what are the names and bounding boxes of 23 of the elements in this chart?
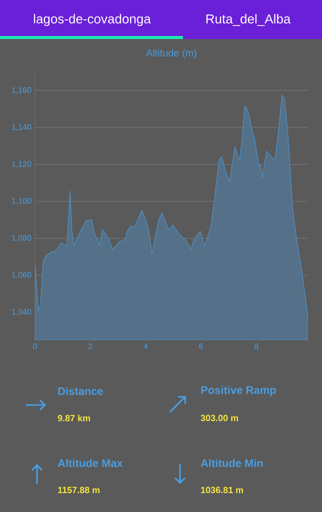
- y-tick-label: 1,160: [12, 87, 32, 94]
- x-tick-label: 2: [88, 344, 92, 350]
- chart-title: Altitude (m): [146, 49, 196, 58]
- text: 1036.81 m: [201, 486, 243, 494]
- text: Altitude Max: [58, 458, 123, 468]
- text: 1157.88 m: [58, 486, 100, 494]
- text: 9.87 km: [58, 414, 90, 422]
- text: lagos-de-covadonga: [34, 14, 151, 26]
- x-tick-label: 4: [144, 344, 148, 350]
- text: Positive Ramp: [201, 386, 276, 396]
- x-tick-label: 8: [254, 344, 258, 350]
- y-tick-label: 1,040: [12, 308, 32, 316]
- y-tick-label: 1,060: [12, 272, 32, 279]
- text: Ruta_del_Alba: [206, 14, 291, 26]
- text: Distance: [58, 386, 104, 396]
- text: Altitude Min: [200, 458, 263, 468]
- text: 303.00 m: [200, 414, 238, 422]
- y-tick-label: 1,100: [12, 198, 32, 205]
- x-tick-label: 0: [33, 344, 37, 350]
- y-tick-label: 1,120: [12, 161, 32, 168]
- x-tick-label: 6: [199, 344, 203, 350]
- y-tick-label: 1,080: [12, 235, 32, 242]
- y-tick-label: 1,140: [12, 124, 32, 131]
